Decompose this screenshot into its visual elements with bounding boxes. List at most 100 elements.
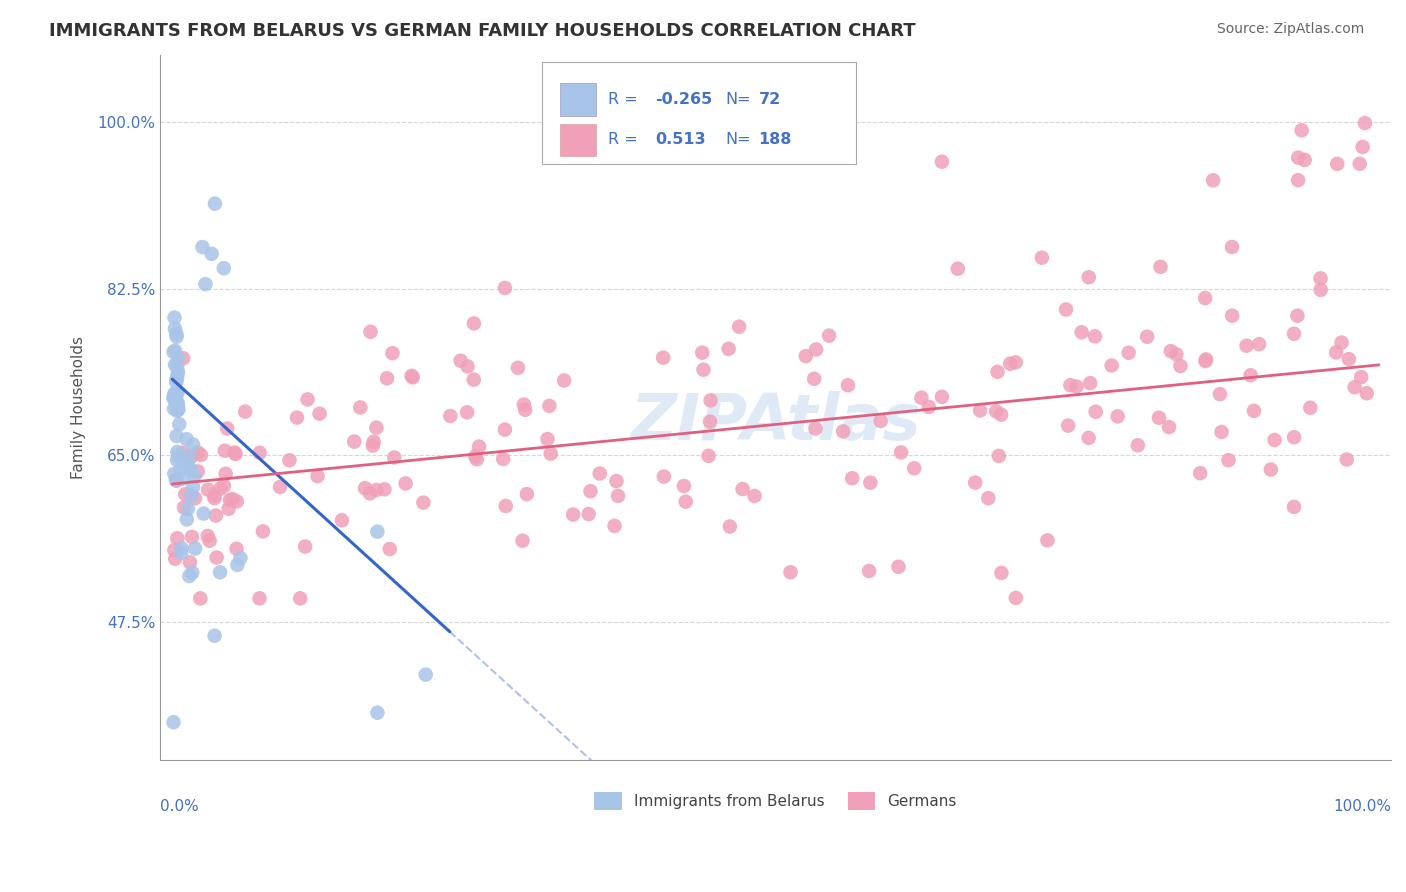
Point	[1101, 359, 1123, 373]
Point	[401, 368, 423, 383]
Point	[366, 483, 388, 497]
Point	[176, 458, 198, 473]
Point	[166, 329, 188, 343]
Point	[1136, 329, 1159, 343]
Point	[1126, 438, 1149, 452]
Point	[553, 374, 575, 388]
Point	[607, 489, 630, 503]
Point	[562, 508, 585, 522]
Point	[1036, 533, 1059, 548]
Point	[219, 492, 242, 507]
Point	[1070, 326, 1092, 340]
Point	[343, 434, 366, 449]
Text: IMMIGRANTS FROM BELARUS VS GERMAN FAMILY HOUSEHOLDS CORRELATION CHART: IMMIGRANTS FROM BELARUS VS GERMAN FAMILY…	[49, 22, 915, 40]
Point	[1220, 309, 1243, 323]
Point	[218, 501, 240, 516]
Point	[166, 400, 188, 414]
Point	[194, 277, 217, 292]
Text: 72: 72	[758, 92, 780, 107]
Point	[166, 398, 188, 412]
Point	[204, 491, 226, 505]
Text: 0.0%: 0.0%	[160, 799, 200, 814]
Point	[859, 475, 882, 490]
Point	[579, 484, 602, 499]
Point	[166, 453, 188, 467]
Point	[166, 403, 188, 417]
Point	[252, 524, 274, 539]
Point	[1286, 173, 1309, 187]
Legend: Immigrants from Belarus, Germans: Immigrants from Belarus, Germans	[588, 787, 963, 816]
Point	[1330, 335, 1353, 350]
Point	[998, 357, 1021, 371]
Point	[290, 591, 312, 606]
Point	[1336, 452, 1358, 467]
Point	[167, 450, 190, 464]
Point	[212, 261, 235, 276]
Point	[354, 481, 377, 495]
Point	[690, 345, 713, 359]
Point	[162, 345, 184, 359]
Point	[1236, 339, 1258, 353]
Point	[285, 410, 308, 425]
Point	[1282, 326, 1305, 341]
Point	[718, 519, 741, 533]
Point	[652, 469, 675, 483]
Point	[1218, 453, 1240, 467]
Point	[172, 472, 194, 486]
Point	[869, 414, 891, 428]
Point	[382, 450, 405, 465]
Point	[1343, 380, 1365, 394]
Point	[603, 519, 626, 533]
Point	[1004, 591, 1026, 605]
Point	[225, 541, 247, 556]
Point	[1260, 462, 1282, 476]
Point	[804, 421, 827, 435]
Point	[167, 401, 190, 416]
Point	[166, 396, 188, 410]
FancyBboxPatch shape	[560, 124, 596, 156]
Point	[728, 319, 751, 334]
Point	[177, 458, 200, 473]
Point	[166, 429, 188, 443]
Point	[172, 446, 194, 460]
Text: 188: 188	[758, 132, 792, 147]
Point	[1249, 337, 1271, 351]
Point	[166, 384, 188, 399]
Point	[215, 467, 238, 481]
Point	[212, 479, 235, 493]
Point	[492, 452, 515, 467]
Point	[167, 417, 190, 432]
Point	[910, 391, 932, 405]
Point	[538, 399, 561, 413]
Point	[1326, 157, 1348, 171]
FancyBboxPatch shape	[541, 62, 856, 164]
Point	[468, 440, 491, 454]
Point	[1211, 425, 1233, 439]
Point	[1202, 173, 1225, 187]
Point	[931, 390, 953, 404]
Text: 100.0%: 100.0%	[1333, 799, 1391, 814]
Point	[181, 480, 204, 494]
Point	[918, 400, 941, 414]
Point	[1059, 378, 1081, 392]
Point	[984, 404, 1007, 418]
Point	[187, 465, 209, 479]
Point	[229, 551, 252, 566]
Text: ZIPAtlas: ZIPAtlas	[630, 391, 921, 453]
Point	[226, 558, 249, 572]
Point	[1243, 404, 1265, 418]
Text: N=: N=	[725, 132, 751, 147]
Point	[165, 358, 187, 372]
Point	[163, 386, 186, 401]
Point	[169, 463, 191, 477]
Point	[166, 396, 188, 410]
Point	[165, 551, 187, 566]
Point	[183, 468, 205, 483]
Point	[225, 447, 247, 461]
Point	[162, 392, 184, 406]
Text: Source: ZipAtlas.com: Source: ZipAtlas.com	[1216, 22, 1364, 37]
Point	[1324, 345, 1347, 359]
Point	[969, 403, 991, 417]
Text: R =: R =	[609, 132, 648, 147]
Point	[378, 542, 401, 557]
